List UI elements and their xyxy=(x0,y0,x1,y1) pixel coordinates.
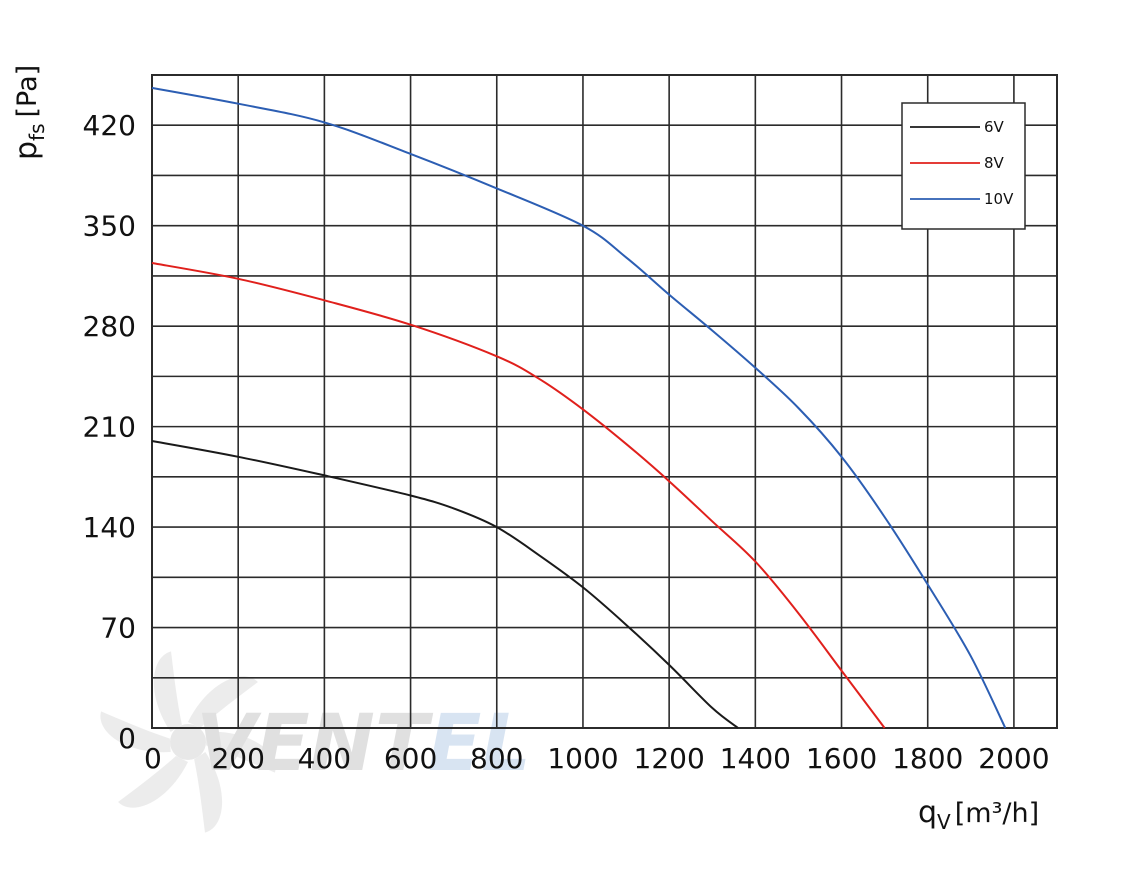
y-tick-label: 210 xyxy=(83,411,136,444)
series-layer xyxy=(151,86,1007,729)
legend-label: 10V xyxy=(984,190,1014,208)
fan-icon xyxy=(100,651,276,833)
x-tick-label: 1200 xyxy=(634,742,705,775)
legend-item-8v: 8V xyxy=(910,154,1005,172)
legend-box xyxy=(901,102,1026,230)
watermark-text-part1: VENT xyxy=(196,699,434,789)
x-axis-label-subscript: V xyxy=(937,810,951,834)
y-axis-ticks: 0 70 140 210 280 350 420 xyxy=(83,109,136,755)
svg-text:VENTEL: VENTEL xyxy=(196,699,531,789)
grid xyxy=(152,75,1057,728)
x-tick-label: 2000 xyxy=(978,742,1049,775)
watermark-text-part2: EL xyxy=(428,699,531,789)
y-tick-label: 70 xyxy=(100,612,136,645)
watermark-logo: VENTEL xyxy=(100,651,531,833)
y-axis-label: pfs [Pa] xyxy=(9,65,49,160)
x-axis-label-unit: [m³/h] xyxy=(955,798,1039,829)
x-tick-label: 1800 xyxy=(892,742,963,775)
x-tick-label: 1600 xyxy=(806,742,877,775)
y-tick-label: 140 xyxy=(83,511,136,544)
legend-label: 6V xyxy=(984,118,1005,136)
y-axis-label-unit: [Pa] xyxy=(12,65,43,118)
x-tick-label: 200 xyxy=(211,742,264,775)
legend-label: 8V xyxy=(984,154,1005,172)
series-line-6v xyxy=(151,440,739,729)
x-tick-label: 400 xyxy=(298,742,351,775)
legend-item-6v: 6V xyxy=(910,118,1005,136)
y-axis-label-symbol: p xyxy=(9,141,44,160)
x-tick-label: 0 xyxy=(144,742,162,775)
x-tick-label: 1000 xyxy=(547,742,618,775)
x-axis-label-symbol: q xyxy=(918,795,937,830)
x-tick-label: 800 xyxy=(470,742,523,775)
legend: 6V 8V 10V xyxy=(901,102,1026,230)
y-tick-label: 420 xyxy=(83,109,136,142)
series-line-10v xyxy=(151,86,1007,729)
x-tick-label: 1400 xyxy=(720,742,791,775)
plot-border xyxy=(151,74,1058,729)
x-axis-ticks: 0 200 400 600 800 1000 1200 1400 1600 1800 2000 xyxy=(144,742,1050,775)
y-tick-label: 280 xyxy=(83,310,136,343)
y-axis-label-subscript: fs xyxy=(25,123,49,140)
y-tick-label: 350 xyxy=(83,210,136,243)
plot-frame xyxy=(151,74,1058,729)
x-axis-label: qV [m³/h] xyxy=(918,795,1039,834)
x-tick-label: 600 xyxy=(384,742,437,775)
legend-item-10v: 10V xyxy=(910,190,1014,208)
y-tick-label: 0 xyxy=(118,722,136,755)
series-line-8v xyxy=(151,262,886,729)
